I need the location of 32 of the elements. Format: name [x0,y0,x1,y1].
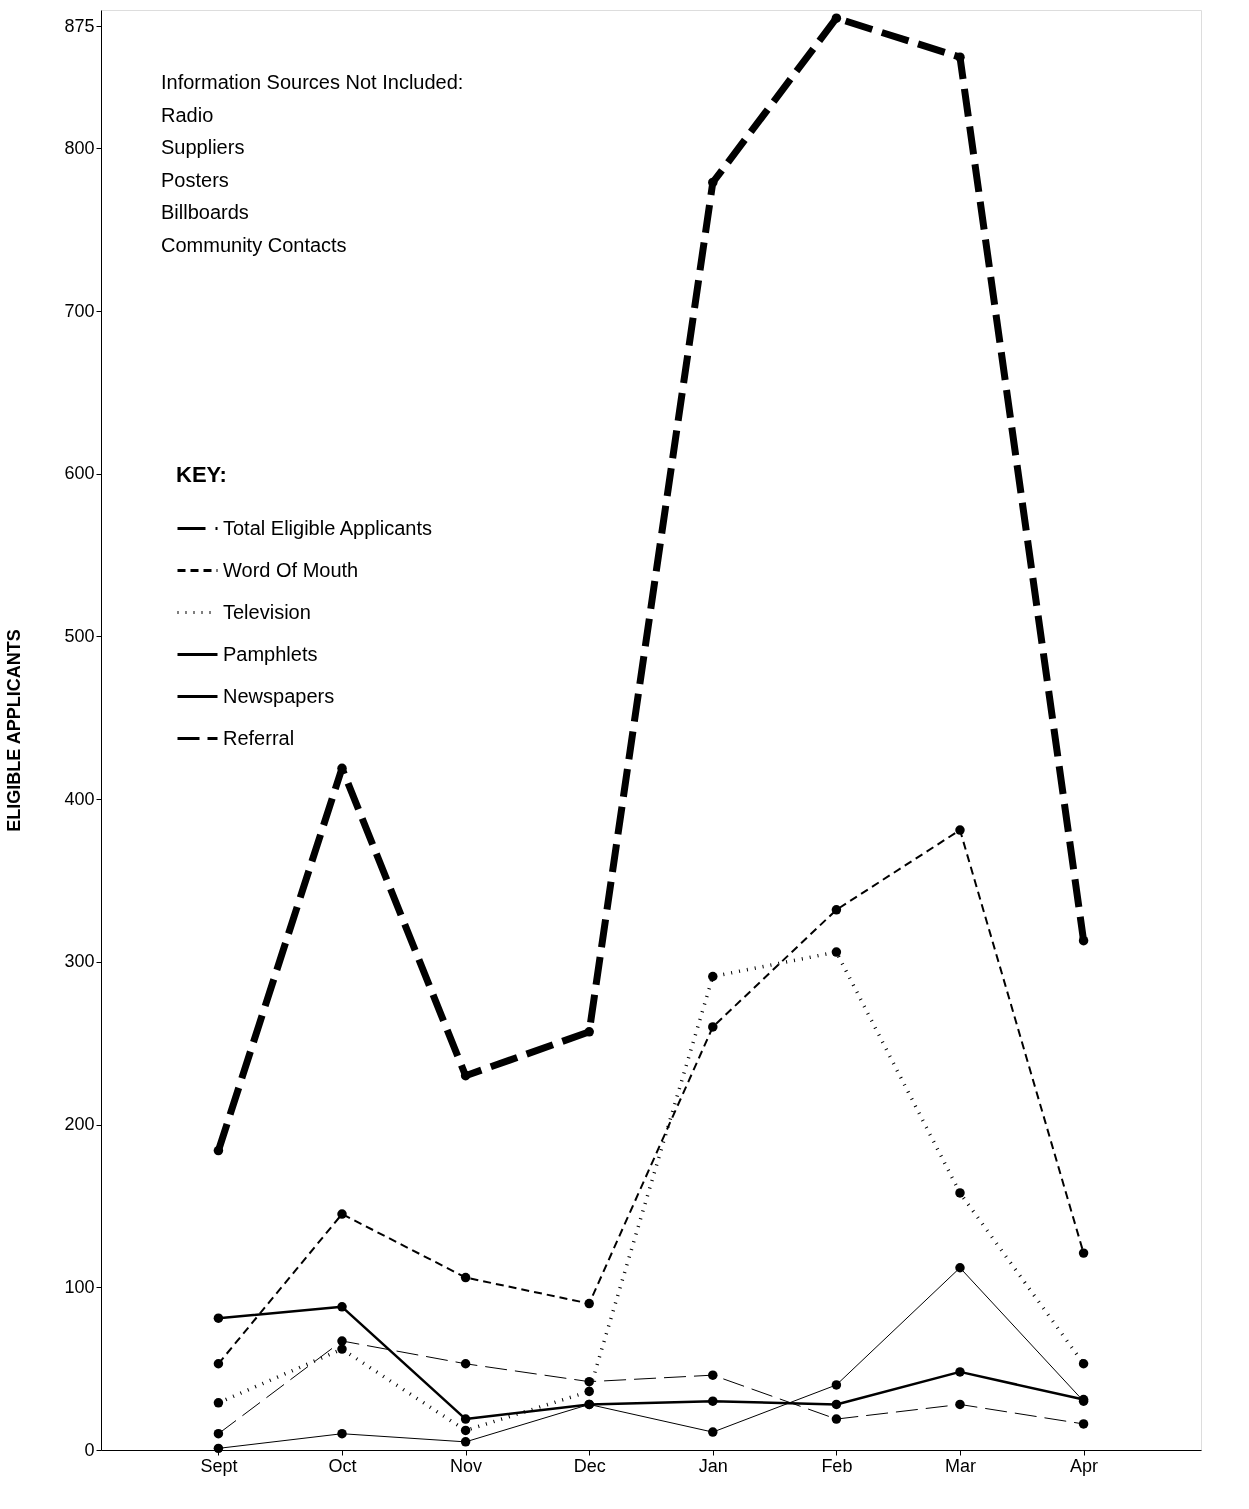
y-tick-label: 800 [64,137,95,158]
y-tick-label: 100 [64,1276,95,1297]
legend-label: Total Eligible Applicants [223,516,433,539]
annotation: Billboards [161,201,249,223]
x-tick-label: Dec [573,1455,606,1476]
annotation: Suppliers [161,136,245,158]
legend-label: Television [223,600,311,623]
y-tick-label: 0 [84,1439,95,1460]
legend-title: KEY: [176,462,227,487]
y-tick-label: 400 [64,788,95,809]
y-tick-label: 300 [64,951,95,972]
annotation: Information Sources Not Included: [161,71,464,93]
x-tick-label: Apr [1070,1455,1099,1476]
y-tick-label: 700 [64,300,95,321]
legend-label: Newspapers [223,684,335,707]
annotation: Radio [161,103,214,126]
x-tick-label: Sept [200,1455,238,1476]
x-tick-label: Feb [821,1455,853,1476]
y-tick-label: 500 [64,625,95,646]
annotation: Posters [161,168,229,191]
y-tick-label: 875 [64,15,95,36]
y-tick-label: 600 [64,463,95,484]
x-tick-label: Oct [328,1455,357,1476]
y-tick-label: 200 [64,1114,95,1135]
annotation: Community Contacts [161,233,347,256]
legend-label: Referral [223,726,295,749]
legend-label: Word Of Mouth [223,558,359,581]
x-tick-label: Jan [698,1455,728,1476]
x-tick-label: Mar [944,1455,976,1476]
y-axis-title: ELIGIBLE APPLICANTS [4,629,25,832]
legend-label: Pamphlets [223,642,318,665]
x-tick-label: Nov [450,1455,483,1476]
